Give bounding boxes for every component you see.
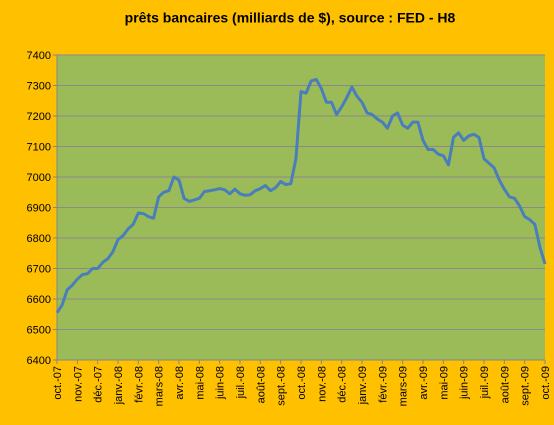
x-tick-label: mai-09 [438,366,450,400]
x-tick-label: avr.-09 [418,366,430,400]
x-tick-label: juin-08 [215,366,227,400]
y-tick-label: 7200 [27,111,51,123]
x-tick-label: mars-09 [398,366,410,406]
x-tick-label: sept.-08 [276,366,288,406]
x-tick-label: juin-09 [459,366,471,400]
y-tick-label: 6400 [27,355,51,367]
chart-title: prêts bancaires (milliards de $), source… [125,10,456,26]
x-tick-label: oct.-07 [52,366,64,400]
y-tick-label: 7000 [27,172,51,184]
x-tick-label: nov.-07 [72,366,84,402]
y-tick-label: 7400 [27,50,51,62]
y-tick-label: 6800 [27,233,51,245]
x-tick-label: févr.-09 [377,366,389,403]
x-tick-label: août-09 [499,366,511,403]
y-tick-label: 6600 [27,294,51,306]
x-tick-label: juil.-08 [235,366,247,399]
x-tick-label: avr.-08 [174,366,186,400]
y-tick-label: 6500 [27,325,51,337]
x-tick-label: janv.-08 [113,366,125,405]
x-tick-label: mai-08 [194,366,206,400]
y-tick-label: 7300 [27,81,51,93]
x-tick-label: févr.-08 [133,366,145,403]
x-tick-label: juil.-09 [479,366,491,399]
x-tick-label: nov.-08 [316,366,328,402]
x-tick-label: sept.-09 [520,366,532,406]
y-tick-label: 6700 [27,264,51,276]
y-tick-label: 7100 [27,142,51,154]
x-tick-label: janv.-09 [357,366,369,405]
x-tick-label: déc.-07 [93,366,105,403]
x-tick-label: oct.-08 [296,366,308,400]
y-tick-label: 6900 [27,203,51,215]
x-tick-label: août-08 [255,366,267,403]
x-tick-label: déc.-08 [337,366,349,403]
x-tick-label: mars-08 [154,366,166,406]
x-tick-label: oct.-09 [540,366,552,400]
line [55,77,547,314]
